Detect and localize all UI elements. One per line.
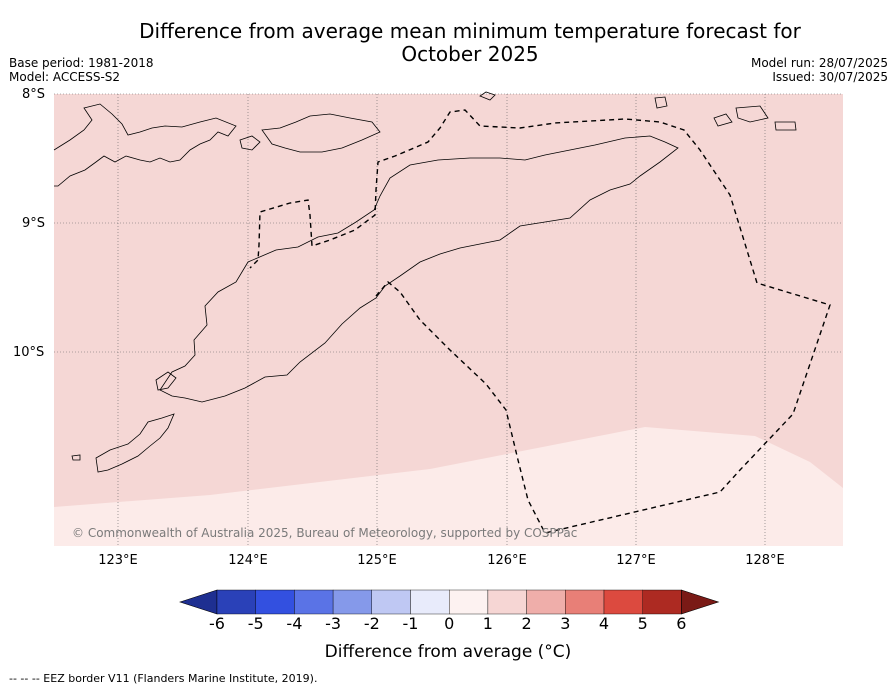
island-east-2 — [735, 105, 769, 123]
wetar-coastline — [479, 91, 496, 101]
colorbar-tick-label: 2 — [521, 614, 532, 633]
flores-coastline — [53, 103, 237, 187]
pantar-coastline — [239, 135, 261, 151]
island-east-3 — [774, 121, 797, 131]
lat-label-8s: 8°S — [22, 87, 46, 102]
colorbar-tick-label: 1 — [482, 614, 493, 633]
issued-date: Issued: 30/07/2025 — [772, 70, 888, 84]
colorbar-tick-label: 5 — [637, 614, 648, 633]
base-period: Base period: 1981-2018 — [9, 56, 154, 70]
sawu-coastline — [71, 454, 81, 461]
colorbar-tick-label: -4 — [286, 614, 303, 633]
lon-label-126e: 126°E — [487, 553, 527, 568]
anomaly-region-light — [54, 427, 843, 546]
colorbar-tick-label: 6 — [676, 614, 687, 633]
title-line-1: Difference from average mean minimum tem… — [139, 19, 801, 43]
model-name: Model: ACCESS-S2 — [9, 70, 121, 84]
lon-label-123e: 123°E — [98, 553, 138, 568]
colorbar-segment — [332, 589, 373, 615]
colorbar-segment — [565, 589, 605, 615]
colorbar-arrow-right — [681, 589, 720, 615]
copyright-text: © Commonwealth of Australia 2025, Bureau… — [72, 526, 578, 540]
rote-coastline — [95, 413, 175, 473]
colorbar-label: Difference from average (°C) — [324, 642, 572, 662]
colorbar-segment — [603, 589, 643, 615]
coastlines — [53, 91, 797, 473]
alor-coastline — [261, 113, 381, 153]
colorbar — [179, 589, 720, 615]
colorbar-segment — [449, 589, 489, 615]
colorbar-segment — [294, 589, 334, 615]
lat-label-9s: 9°S — [22, 216, 46, 231]
island-east-4 — [713, 113, 733, 127]
legend-note: -- -- -- EEZ border V11 (Flanders Marine… — [9, 672, 318, 685]
island-east-1 — [654, 96, 668, 109]
lon-label-127e: 127°E — [616, 553, 656, 568]
lon-label-128e: 128°E — [745, 553, 785, 568]
timor-coastline — [159, 135, 679, 403]
colorbar-tick-label: 3 — [560, 614, 571, 633]
gridlines — [54, 93, 843, 546]
meta-left: Base period: 1981-2018 Model: ACCESS-S2 — [9, 56, 154, 84]
colorbar-tick-label: 4 — [598, 614, 610, 633]
model-run: Model run: 28/07/2025 — [750, 56, 888, 70]
colorbar-tick-label: -6 — [209, 614, 225, 633]
colorbar-tick-label: -5 — [247, 614, 264, 633]
colorbar-segment — [526, 589, 566, 615]
colorbar-segment — [642, 589, 682, 615]
map-title: Difference from average mean minimum tem… — [0, 20, 896, 66]
lon-label-125e: 125°E — [357, 553, 397, 568]
semau-coastline — [155, 371, 177, 391]
lon-label-124e: 124°E — [228, 553, 268, 568]
colorbar-segment — [371, 589, 411, 615]
colorbar-arrow-left — [179, 589, 218, 615]
meta-right: Model run: 28/07/2025 Issued: 30/07/2025 — [751, 56, 888, 84]
colorbar-tick-label: -2 — [363, 614, 380, 633]
title-line-2: October 2025 — [401, 42, 539, 66]
colorbar-segment — [216, 589, 256, 615]
lat-label-10s: 10°S — [13, 345, 45, 360]
colorbar-segment — [487, 589, 527, 615]
colorbar-tick-label: -1 — [402, 614, 419, 633]
colorbar-segment — [410, 589, 450, 615]
colorbar-tick-label: -3 — [325, 614, 342, 633]
colorbar-tick-label: 0 — [444, 614, 455, 633]
colorbar-segment — [255, 589, 295, 615]
